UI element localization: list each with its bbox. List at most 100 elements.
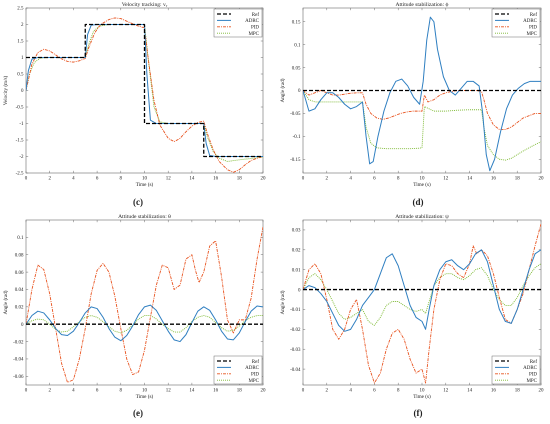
legend-label-adrc: ADRC xyxy=(245,19,260,24)
series-line-mpc xyxy=(303,90,541,161)
chart-title: Velocity tracking: vᵧ xyxy=(122,2,168,8)
x-tick-label: 10 xyxy=(142,177,148,182)
x-tick-label: 6 xyxy=(96,177,99,182)
legend-label-ref: Ref xyxy=(530,13,538,18)
x-tick-label: 14 xyxy=(189,389,195,394)
y-tick-label: 0.15 xyxy=(292,20,301,25)
y-tick-label: -0.05 xyxy=(290,112,301,117)
x-tick-label: 16 xyxy=(213,389,219,394)
y-axis-label: Velocity (m/s) xyxy=(2,75,9,105)
x-tick-label: 2 xyxy=(48,389,51,394)
y-tick-label: -0.01 xyxy=(290,308,301,313)
y-tick-label: 0.5 xyxy=(17,73,24,78)
x-tick-label: 0 xyxy=(25,177,28,182)
y-tick-label: 0.1 xyxy=(294,43,301,48)
y-tick-label: 0.02 xyxy=(292,249,301,254)
panel-1: 0 2 4 6 8 10 12 14 16 18 20 -2.5 -2 -1.5 -1 -0.5 0 0.5 1 1.… xyxy=(2,2,266,207)
y-tick-label: 2 xyxy=(21,23,24,28)
y-tick-label: 0.04 xyxy=(15,288,24,293)
plot-area xyxy=(26,226,263,383)
x-tick-label: 10 xyxy=(420,389,426,394)
x-tick-label: 18 xyxy=(515,389,521,394)
legend-label-ref: Ref xyxy=(252,13,260,18)
legend-label-pid: PID xyxy=(251,26,259,31)
y-tick-label: -0.02 xyxy=(13,340,24,345)
x-tick-label: 6 xyxy=(96,389,99,394)
series-line-adrc xyxy=(26,304,263,343)
y-tick-label: 0 xyxy=(21,323,24,328)
legend-label-pid: PID xyxy=(251,373,259,378)
series-line-pid xyxy=(303,223,541,384)
x-tick-label: 6 xyxy=(373,389,376,394)
legend-label-pid: PID xyxy=(529,373,537,378)
y-tick-label: 0.06 xyxy=(15,271,24,276)
panel-label: (c) xyxy=(133,197,143,207)
y-tick-label: 0.05 xyxy=(292,66,301,71)
legend-label-ref: Ref xyxy=(252,360,260,365)
legend-label-mpc: MPC xyxy=(248,32,259,37)
legend-box xyxy=(491,355,541,385)
panel-3: 0 2 4 6 8 10 12 14 16 18 20 -0.06 -0.04 -0.02 0 0.02 0.0… xyxy=(2,214,266,418)
x-tick-label: 14 xyxy=(189,177,195,182)
x-tick-label: 12 xyxy=(443,177,449,182)
panel-label: (d) xyxy=(413,197,424,207)
chart-title: Attitude stabilization: θ xyxy=(118,214,171,220)
x-tick-label: 10 xyxy=(420,177,426,182)
x-tick-label: 4 xyxy=(349,177,352,182)
legend-label-adrc: ADRC xyxy=(523,366,538,371)
panel-4: 0 2 4 6 8 10 12 14 16 18 20 -0.04 -0.03 -0.02 -0.01 0 0.… xyxy=(279,214,544,418)
legend-box xyxy=(213,8,263,38)
series-line-pid xyxy=(303,90,541,130)
y-tick-label: -0.1 xyxy=(293,135,301,140)
y-tick-label: 0.03 xyxy=(292,229,301,234)
x-tick-label: 2 xyxy=(326,389,329,394)
plot-area xyxy=(303,223,541,384)
y-axis-label: Angle (rad) xyxy=(2,290,9,314)
x-tick-label: 14 xyxy=(467,389,473,394)
x-tick-label: 2 xyxy=(326,177,329,182)
x-tick-label: 0 xyxy=(302,177,305,182)
x-tick-label: 20 xyxy=(261,389,267,394)
legend-box xyxy=(491,8,541,38)
y-tick-label: 0 xyxy=(21,89,24,94)
y-tick-label: -1.5 xyxy=(16,139,24,144)
y-tick-label: 1 xyxy=(21,56,24,61)
x-tick-label: 10 xyxy=(142,389,148,394)
panel-label: (f) xyxy=(414,408,423,418)
x-tick-label: 8 xyxy=(397,177,400,182)
series-line-mpc xyxy=(303,263,541,326)
x-tick-label: 18 xyxy=(515,177,521,182)
x-tick-label: 12 xyxy=(443,389,449,394)
legend-label-ref: Ref xyxy=(530,360,538,365)
x-tick-label: 8 xyxy=(397,389,400,394)
x-tick-label: 12 xyxy=(166,389,172,394)
y-tick-label: 2.5 xyxy=(17,7,24,12)
y-tick-label: -0.06 xyxy=(13,375,24,380)
y-axis-label: Angle (rad) xyxy=(279,290,286,314)
y-tick-label: 0.08 xyxy=(15,253,24,258)
x-tick-label: 14 xyxy=(467,177,473,182)
x-tick-label: 16 xyxy=(213,177,219,182)
y-tick-label: -0.02 xyxy=(290,328,301,333)
panel-2: 0 2 4 6 8 10 12 14 16 18 20 -0.15 -0.1 -0.05 0 0.05 0.1 0… xyxy=(279,2,544,207)
x-tick-label: 16 xyxy=(491,177,497,182)
plot-area xyxy=(26,17,263,173)
series-line-adrc xyxy=(303,249,541,332)
x-tick-label: 4 xyxy=(72,389,75,394)
x-axis-label: Time (s) xyxy=(413,393,431,400)
legend-box xyxy=(213,355,263,385)
x-tick-label: 8 xyxy=(120,177,123,182)
x-tick-label: 2 xyxy=(48,177,51,182)
x-tick-label: 4 xyxy=(349,389,352,394)
y-tick-label: -0.5 xyxy=(16,106,24,111)
y-tick-label: 0.1 xyxy=(17,236,24,241)
x-tick-label: 0 xyxy=(302,389,305,394)
x-tick-label: 18 xyxy=(237,177,243,182)
y-tick-label: -1 xyxy=(19,122,24,127)
y-tick-label: -2.5 xyxy=(16,172,24,177)
